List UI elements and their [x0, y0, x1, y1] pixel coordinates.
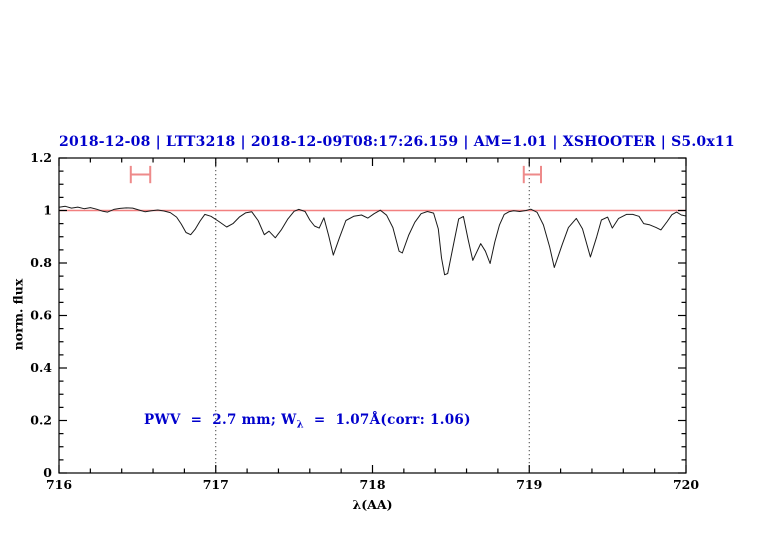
- svg-text:0.8: 0.8: [30, 255, 52, 270]
- axes-frame: [58, 157, 687, 474]
- spectrum-trace: [58, 205, 687, 276]
- pwv-annotation-suffix: = 1.07Å(corr: 1.06): [303, 412, 471, 428]
- svg-text:0: 0: [43, 465, 52, 480]
- band-edge-markers: [129, 165, 543, 184]
- svg-text:0.4: 0.4: [30, 360, 52, 375]
- svg-text:717: 717: [203, 477, 229, 492]
- pwv-annotation-lambda-sub: λ: [296, 419, 304, 431]
- plot-title: 2018-12-08 | LTT3218 | 2018-12-09T08:17:…: [59, 134, 735, 150]
- svg-text:0.2: 0.2: [30, 413, 52, 428]
- y-tick-labels: 0 0.2 0.4 0.6 0.8 1 1.2: [30, 150, 52, 480]
- x-axis-label: λ(AA): [352, 497, 393, 512]
- y-axis-label: norm. flux: [10, 278, 26, 351]
- svg-text:1.2: 1.2: [30, 150, 52, 165]
- svg-text:718: 718: [359, 477, 385, 492]
- pwv-annotation-prefix: PWV = 2.7 mm; W: [144, 412, 297, 428]
- svg-text:719: 719: [516, 477, 542, 492]
- svg-text:720: 720: [673, 477, 699, 492]
- x-tick-labels: 716 717 718 719 720: [46, 477, 699, 492]
- pwv-annotation: PWV = 2.7 mm; Wλ = 1.07Å(corr: 1.06): [144, 412, 471, 431]
- svg-text:716: 716: [46, 477, 72, 492]
- svg-text:0.6: 0.6: [30, 308, 52, 323]
- svg-text:1: 1: [43, 203, 52, 218]
